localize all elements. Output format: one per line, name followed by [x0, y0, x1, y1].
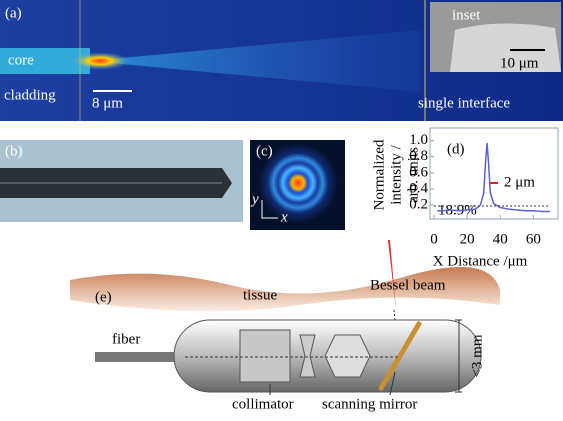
- panel-a: (a) core cladding 8 μm inset 10 μm singl…: [0, 0, 563, 121]
- label: (a): [5, 5, 22, 21]
- collimator-body: [240, 330, 290, 382]
- text: x: [280, 209, 288, 225]
- label: (c): [256, 143, 273, 159]
- x-tick-label: 20: [460, 231, 475, 247]
- text: 8 μm: [92, 95, 123, 111]
- x-tick-label: 60: [526, 231, 541, 247]
- y-tick-label: 0.2: [409, 197, 428, 213]
- text: single interface: [418, 95, 510, 111]
- label: (b): [5, 143, 23, 159]
- panel-b: (b): [0, 140, 243, 222]
- annotation: 2 μm: [504, 174, 535, 190]
- label: (e): [95, 289, 112, 305]
- text: y: [250, 191, 259, 207]
- x-tick-label: 0: [430, 231, 438, 247]
- text: inset: [452, 7, 481, 23]
- text: collimator: [232, 396, 294, 412]
- text: cladding: [4, 87, 56, 103]
- text: tissue: [243, 287, 278, 303]
- y-tick-label: 0.6: [409, 164, 428, 180]
- panel-c: (c) y x: [250, 140, 345, 230]
- text: Bessel beam: [370, 277, 446, 293]
- text: fiber: [112, 331, 140, 347]
- fiber: [95, 352, 185, 362]
- focus: [70, 52, 130, 70]
- y-axis-label: intensity /: [388, 144, 404, 204]
- label: (d): [447, 141, 465, 157]
- y-tick-label: 1.0: [409, 132, 428, 148]
- x-axis-label: X Distance /μm: [433, 253, 528, 269]
- lens: [325, 335, 370, 377]
- y-tick-label: 0.8: [409, 148, 428, 164]
- bessel-beam: [388, 240, 396, 310]
- y-axis-label: Normalized: [371, 139, 387, 210]
- panel-d: (d) Normalized intensity / arb. units X …: [371, 128, 558, 269]
- text: <3 mm: [469, 334, 485, 377]
- text: core: [8, 52, 34, 68]
- figure: (a) core cladding 8 μm inset 10 μm singl…: [0, 0, 563, 416]
- text: scanning mirror: [322, 396, 417, 412]
- y-tick-label: 0.4: [409, 180, 428, 196]
- text: 10 μm: [500, 55, 539, 71]
- x-tick-label: 40: [493, 231, 508, 247]
